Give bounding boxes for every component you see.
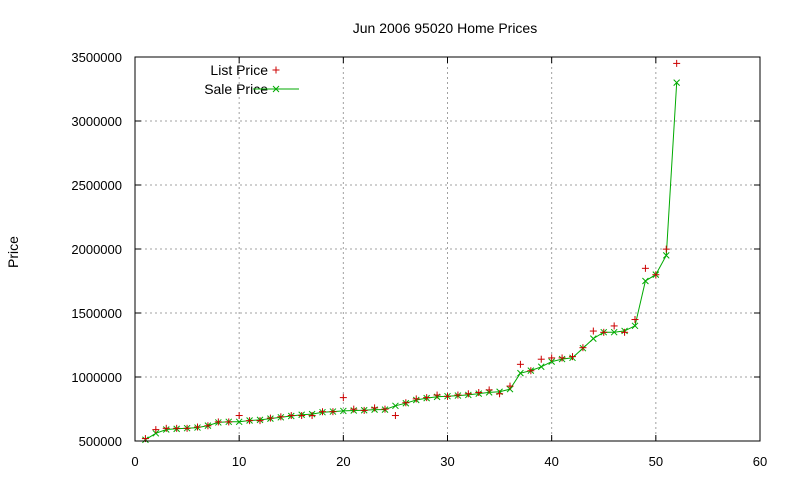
sale-price-point (631, 322, 639, 330)
x-tick-label: 30 (440, 454, 454, 469)
list-price-point (475, 388, 483, 396)
sale-price-point (235, 418, 243, 426)
legend-label-list-price: List Price (210, 62, 268, 78)
list-price-point (610, 322, 618, 330)
list-price-point (298, 412, 306, 420)
list-price-point (673, 59, 681, 67)
list-price-point (579, 344, 587, 352)
list-price-point (173, 424, 181, 432)
y-tick-label: 500000 (79, 434, 122, 449)
sale-price-point (642, 277, 649, 285)
legend: List Price Sale Price (204, 62, 299, 97)
x-tick-label: 20 (336, 454, 350, 469)
list-price-point (381, 405, 389, 413)
list-price-point (558, 354, 566, 362)
list-price-point (308, 412, 316, 420)
grid-lines (135, 57, 760, 441)
list-price-point (631, 316, 639, 324)
sale-price-point (152, 429, 160, 437)
sale-price-point (548, 358, 556, 365)
list-price-point (152, 426, 160, 434)
list-price-point (600, 328, 608, 336)
list-price-point (391, 412, 399, 420)
list-price-point (589, 327, 597, 335)
sale-price-series (142, 79, 681, 444)
sale-price-point (673, 79, 681, 86)
list-price-point (412, 395, 420, 403)
list-price-point (194, 423, 201, 431)
list-price-point (214, 418, 222, 426)
list-price-point (423, 394, 431, 402)
chart-title: Jun 2006 95020 Home Prices (353, 20, 537, 36)
sale-price-point (589, 335, 597, 342)
x-tick-label: 50 (649, 454, 663, 469)
y-tick-label: 2000000 (71, 242, 122, 257)
list-price-point (266, 414, 274, 422)
plot-frame (134, 56, 761, 442)
list-price-point (569, 353, 576, 361)
y-tick-label: 1000000 (71, 370, 122, 385)
list-price-point (204, 422, 212, 430)
list-price-point (162, 424, 170, 432)
list-price-point (652, 271, 660, 279)
sale-price-point (610, 328, 618, 336)
list-price-point (496, 390, 504, 398)
sale-price-point (517, 369, 524, 377)
y-tick-label: 3000000 (71, 114, 122, 129)
list-price-point (319, 408, 326, 416)
y-axis-label: Price (5, 236, 21, 268)
list-price-point (287, 412, 295, 420)
x-tick-label: 0 (131, 454, 138, 469)
list-price-point (433, 391, 441, 399)
list-price-point (402, 399, 410, 407)
tick-labels: 0 10 20 30 40 50 60 500000 1000000 1500000 2000000… (71, 50, 767, 469)
x-tick-label: 40 (544, 454, 558, 469)
list-price-point (485, 386, 493, 394)
list-price-point (350, 405, 358, 413)
x-tick-label: 10 (232, 454, 246, 469)
sale-price-point (392, 402, 399, 410)
list-price-point (183, 424, 191, 432)
legend-key-list-price (272, 66, 280, 74)
y-tick-label: 2500000 (71, 178, 122, 193)
list-price-point (371, 404, 379, 412)
list-price-point (537, 355, 545, 363)
list-price-point (246, 417, 254, 425)
x-tick-label: 60 (753, 454, 767, 469)
list-price-point (225, 418, 233, 426)
y-tick-label: 1500000 (71, 306, 122, 321)
list-price-point (360, 406, 368, 414)
list-price-point (621, 328, 629, 336)
list-price-point (329, 408, 337, 416)
y-tick-label: 3500000 (71, 50, 122, 65)
legend-label-sale-price: Sale Price (204, 81, 268, 97)
list-price-point (662, 245, 670, 253)
list-price-point (277, 413, 285, 421)
legend-key-sale-price-marker (272, 85, 280, 93)
list-price-point (548, 354, 556, 362)
list-price-point (444, 392, 451, 400)
list-price-point (527, 367, 535, 375)
list-price-point (235, 412, 243, 420)
sale-price-point (662, 252, 670, 259)
sale-price-point (537, 363, 545, 371)
list-price-point (464, 390, 472, 398)
list-price-point (454, 391, 462, 399)
sale-price-line (145, 82, 678, 441)
list-price-series (141, 59, 681, 443)
list-price-point (641, 264, 649, 272)
list-price-point (516, 360, 524, 368)
list-price-point (339, 394, 347, 402)
sale-price-point (339, 407, 347, 415)
list-price-point (256, 417, 264, 425)
list-price-point (506, 382, 514, 390)
